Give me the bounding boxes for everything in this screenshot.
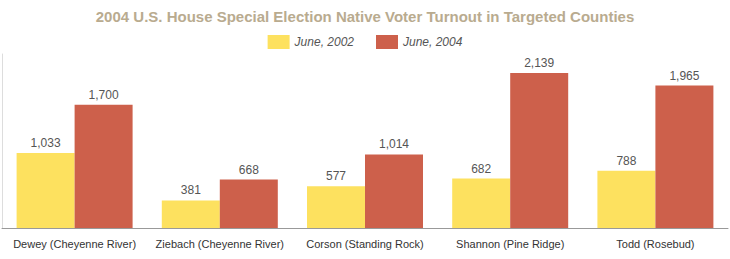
svg-text:Todd (Rosebud): Todd (Rosebud) xyxy=(616,238,694,250)
svg-text:Shannon (Pine Ridge): Shannon (Pine Ridge) xyxy=(456,238,564,250)
svg-text:Corson (Standing Rock): Corson (Standing Rock) xyxy=(306,238,423,250)
svg-text:Dewey (Cheyenne River): Dewey (Cheyenne River) xyxy=(13,238,136,250)
svg-text:June, 2002: June, 2002 xyxy=(294,35,355,49)
svg-text:1,033: 1,033 xyxy=(31,136,61,150)
svg-text:577: 577 xyxy=(326,169,346,183)
svg-text:2,139: 2,139 xyxy=(524,56,554,70)
svg-text:682: 682 xyxy=(471,162,491,176)
svg-text:2004 U.S. House Special Electi: 2004 U.S. House Special Election Native … xyxy=(96,8,634,25)
svg-text:1,700: 1,700 xyxy=(89,88,119,102)
svg-text:1,965: 1,965 xyxy=(669,69,699,83)
svg-text:381: 381 xyxy=(181,183,201,197)
svg-text:June, 2004: June, 2004 xyxy=(402,35,463,49)
svg-text:668: 668 xyxy=(239,163,259,177)
svg-text:788: 788 xyxy=(616,154,636,168)
svg-text:1,014: 1,014 xyxy=(379,137,409,151)
svg-text:Ziebach (Cheyenne River): Ziebach (Cheyenne River) xyxy=(156,238,284,250)
